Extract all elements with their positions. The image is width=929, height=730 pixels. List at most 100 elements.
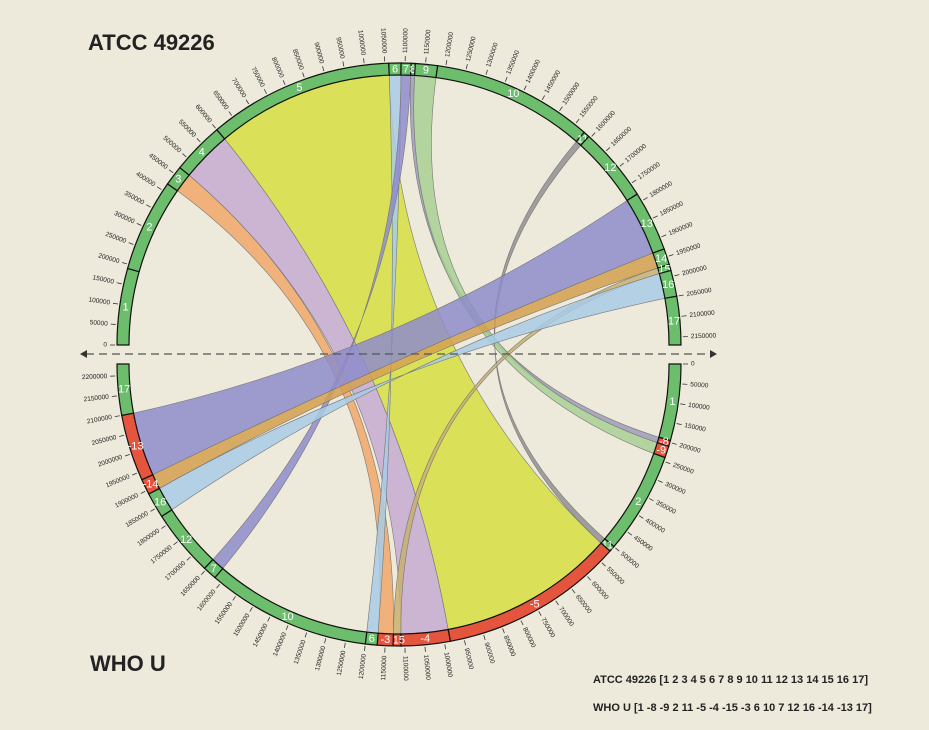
tick-mark [161,525,166,529]
block-label: 2 [146,221,152,233]
tick-mark [168,169,174,174]
tick-mark [228,111,233,116]
tick-mark [132,472,137,476]
tick-mark [182,153,187,158]
block-label: -14 [143,479,159,491]
tick-mark [173,541,178,546]
tick-mark [200,570,205,576]
tick-mark [216,583,221,589]
block-label: 6 [369,633,375,645]
tick-mark [652,215,658,219]
block-label: 12 [180,534,192,546]
tick-mark [643,197,648,201]
tick-label: 50000 [690,381,709,389]
block-label: 17 [668,315,680,327]
block-label: 11 [602,539,613,551]
tick-mark [116,282,122,285]
tick-label: 950000 [463,647,475,670]
tick-mark [619,162,624,167]
tick-mark [302,72,305,78]
tick-mark [343,642,346,648]
divider-arrow [710,350,717,358]
block-label: 10 [507,88,519,100]
tick-mark [282,80,286,85]
tick-label: 950000 [334,37,345,60]
tick-mark [196,138,201,143]
block-label: -4 [420,633,430,645]
tick-mark [605,147,611,152]
tick-label: 1100000 [401,656,409,681]
bottom-title: WHO U [90,651,166,676]
tick-mark [111,395,117,397]
tick-mark [121,262,127,265]
tick-mark [485,69,488,75]
block-label: 4 [199,146,205,158]
block-label: 16 [154,497,166,509]
tick-mark [559,106,563,111]
tick-mark [124,454,130,457]
block-label: -9 [656,444,666,456]
tick-label: 1150000 [423,29,432,55]
tick-mark [444,644,447,650]
tick-mark [263,89,267,94]
tick-mark [674,274,680,277]
tick-mark [671,442,677,445]
tick-mark [140,490,146,494]
tick-label: 2050000 [686,287,713,298]
tick-mark [150,508,155,512]
tick-mark [232,596,236,601]
tick-mark [665,461,671,465]
tick-mark [520,620,524,626]
block-label: 7 [403,63,409,75]
block-label: 10 [281,611,293,623]
block-label: 2 [635,496,641,508]
tick-label: 2100000 [86,414,113,426]
tick-mark [631,179,637,184]
tick-label: 1000000 [442,652,453,678]
tick-label: 1100000 [402,28,410,53]
tick-label: 1000000 [356,30,366,56]
tick-mark [342,61,345,67]
tick-mark [324,638,327,644]
tick-label: 1200000 [444,31,455,57]
tick-mark [668,254,674,257]
tick-mark [678,294,684,297]
tick-mark [638,515,644,519]
tick-label: 1250000 [336,650,348,677]
tick-mark [267,616,271,622]
tick-mark [676,423,682,426]
tick-label: 0 [103,342,107,349]
tick-mark [541,95,546,100]
top-title: ATCC 49226 [88,30,215,55]
tick-mark [483,634,486,640]
tick-mark [119,434,125,437]
block-label: 1 [669,396,675,408]
tick-label: 100000 [688,402,711,412]
divider-arrow [80,350,87,358]
tick-mark [648,498,654,502]
tick-mark [156,186,162,190]
tick-label: 150000 [92,274,115,286]
block-label: 8 [410,64,416,76]
tick-mark [245,99,250,105]
tick-mark [186,556,191,561]
tick-mark [587,576,592,581]
tick-mark [364,645,366,651]
tick-label: 2200000 [82,373,108,381]
block-label: 9 [423,65,429,77]
block-label: -5 [530,599,540,611]
tick-mark [657,480,663,483]
tick-mark [538,611,542,616]
tick-mark [591,132,596,137]
tick-mark [661,234,667,238]
tick-mark [322,66,325,72]
tick-mark [465,64,468,70]
tick-mark [571,588,576,594]
tick-label: 2100000 [689,310,715,320]
tick-label: 1050000 [379,28,387,54]
tick-mark [464,640,466,646]
block-label: 7 [211,563,217,575]
block-label: 1 [123,302,129,314]
